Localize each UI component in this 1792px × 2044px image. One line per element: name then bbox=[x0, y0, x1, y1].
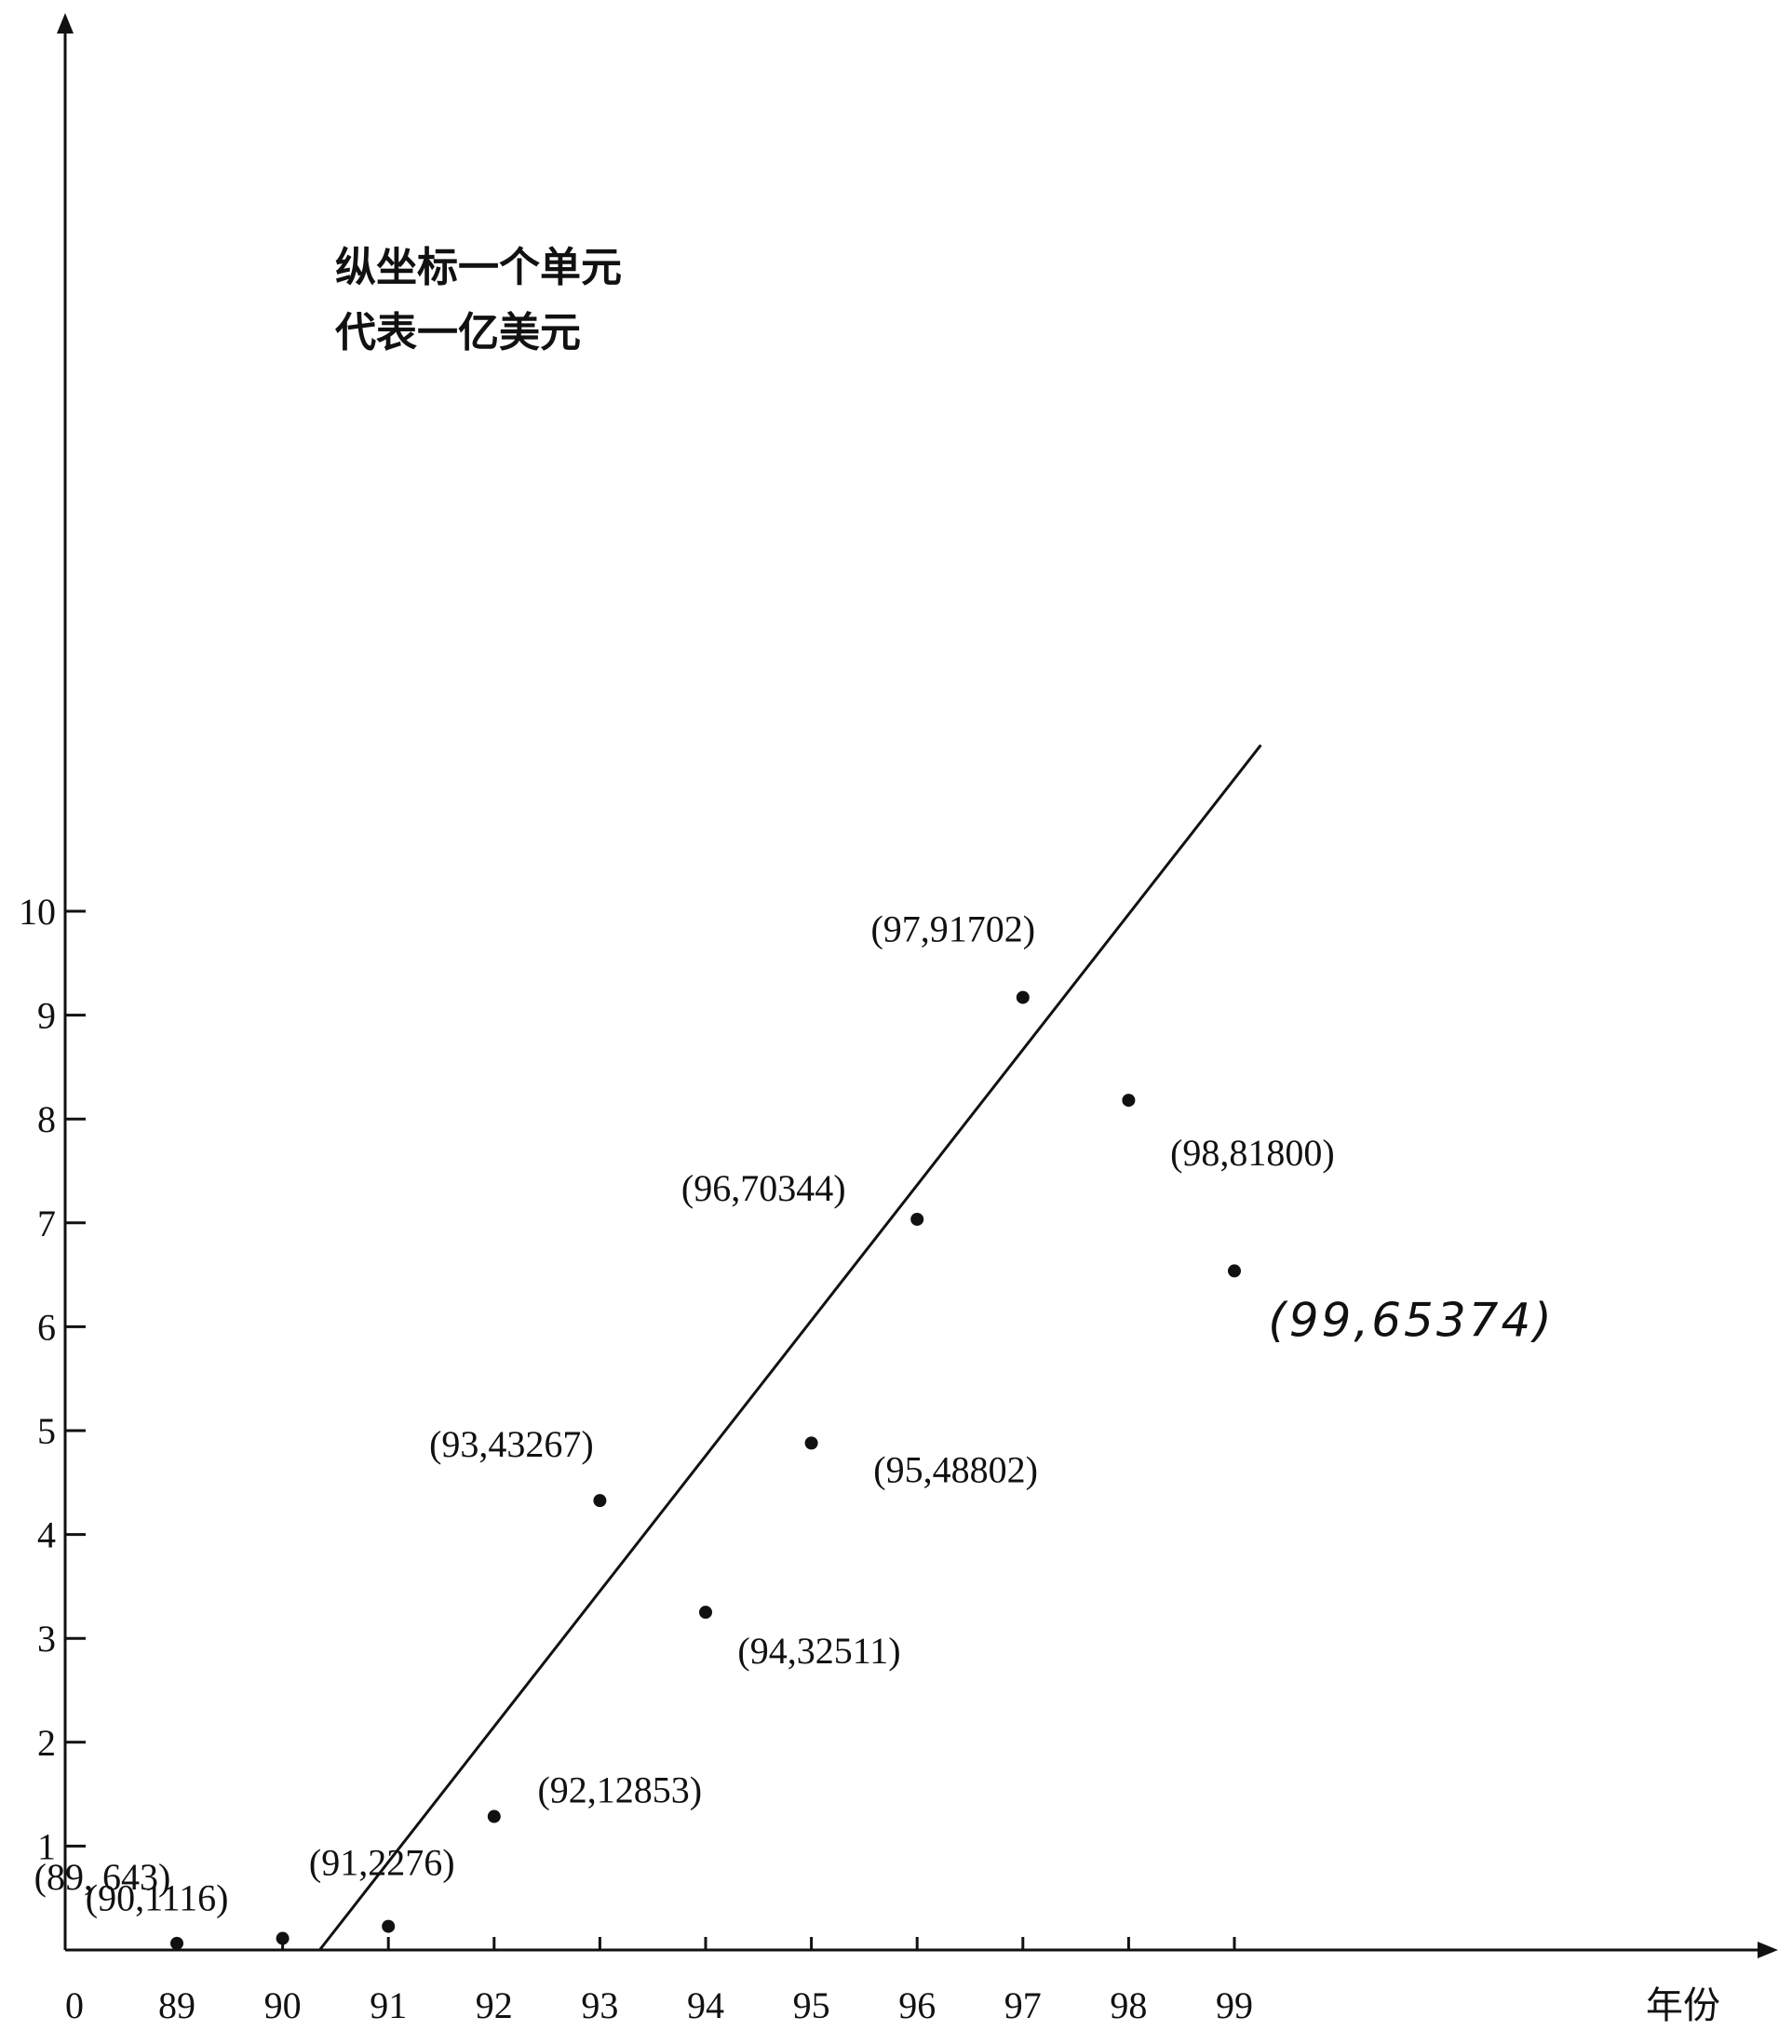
x-tick-label: 98 bbox=[1110, 1984, 1147, 2026]
data-point bbox=[1122, 1094, 1136, 1108]
data-point-label: (97,91702) bbox=[870, 908, 1035, 950]
x-tick-label: 92 bbox=[476, 1984, 513, 2026]
data-points bbox=[170, 990, 1241, 1950]
y-tick-label: 3 bbox=[37, 1618, 56, 1660]
y-tick-label: 4 bbox=[37, 1514, 56, 1556]
x-ticks: 89 90 91 92 93 94 95 96 97 98 99 bbox=[158, 1937, 1253, 2026]
data-point-label: (91,2276) bbox=[309, 1842, 455, 1884]
data-point bbox=[487, 1809, 501, 1823]
y-tick-label: 9 bbox=[37, 995, 56, 1037]
data-point-label: (96,70344) bbox=[681, 1167, 846, 1209]
data-point-label: (98,81800) bbox=[1170, 1132, 1335, 1174]
data-point bbox=[382, 1919, 396, 1933]
x-axis-arrow bbox=[1758, 1942, 1778, 1958]
x-tick-label: 99 bbox=[1216, 1984, 1253, 2026]
data-point bbox=[1016, 990, 1030, 1004]
y-tick-label: 6 bbox=[37, 1306, 56, 1348]
x-axis-label: 年份 bbox=[1646, 1984, 1720, 2026]
x-tick-label: 89 bbox=[158, 1984, 195, 2026]
x-tick-label: 94 bbox=[687, 1984, 724, 2026]
x-tick-label: 91 bbox=[370, 1984, 407, 2026]
y-tick-label: 2 bbox=[37, 1722, 56, 1764]
x-tick-label: 95 bbox=[793, 1984, 830, 2026]
data-point bbox=[170, 1936, 183, 1950]
data-point bbox=[699, 1606, 712, 1620]
y-tick-label: 5 bbox=[37, 1410, 56, 1452]
data-point-label: (99,65374) bbox=[1268, 1293, 1555, 1347]
data-point bbox=[804, 1436, 818, 1450]
data-point-label: (95,48802) bbox=[873, 1448, 1038, 1490]
data-point bbox=[593, 1494, 607, 1508]
x-tick-label: 96 bbox=[898, 1984, 936, 2026]
trend-line bbox=[318, 744, 1262, 1951]
origin-label: 0 bbox=[65, 1984, 84, 2026]
y-tick-label: 8 bbox=[37, 1098, 56, 1140]
data-point bbox=[910, 1212, 924, 1226]
y-tick-label: 10 bbox=[19, 891, 56, 933]
axes bbox=[57, 13, 1778, 1958]
unit-note-line-1: 纵坐标一个单元 bbox=[335, 244, 622, 291]
data-point bbox=[276, 1931, 290, 1945]
unit-note-line-2: 代表一亿美元 bbox=[334, 309, 581, 356]
data-point-label: (92,12853) bbox=[537, 1769, 702, 1811]
data-point bbox=[1228, 1264, 1241, 1278]
point-labels: (89, 643)(90,1116) (91,2276) (92,12853) (93… bbox=[34, 908, 1555, 1919]
data-point-label: (90,1116) bbox=[86, 1877, 229, 1919]
y-tick-label: 1 bbox=[37, 1825, 56, 1867]
x-tick-label: 97 bbox=[1004, 1984, 1042, 2026]
data-point-label: (94,32511) bbox=[737, 1630, 900, 1672]
data-point-label: (93,43267) bbox=[429, 1423, 594, 1465]
y-tick-label: 7 bbox=[37, 1203, 56, 1244]
y-ticks: 1 2 3 4 5 6 7 8 9 10 bbox=[19, 891, 86, 1867]
x-tick-label: 93 bbox=[581, 1984, 618, 2026]
y-axis-arrow bbox=[57, 13, 74, 34]
x-tick-label: 90 bbox=[264, 1984, 302, 2026]
data-point-label: (89, 643) bbox=[34, 1856, 171, 1898]
